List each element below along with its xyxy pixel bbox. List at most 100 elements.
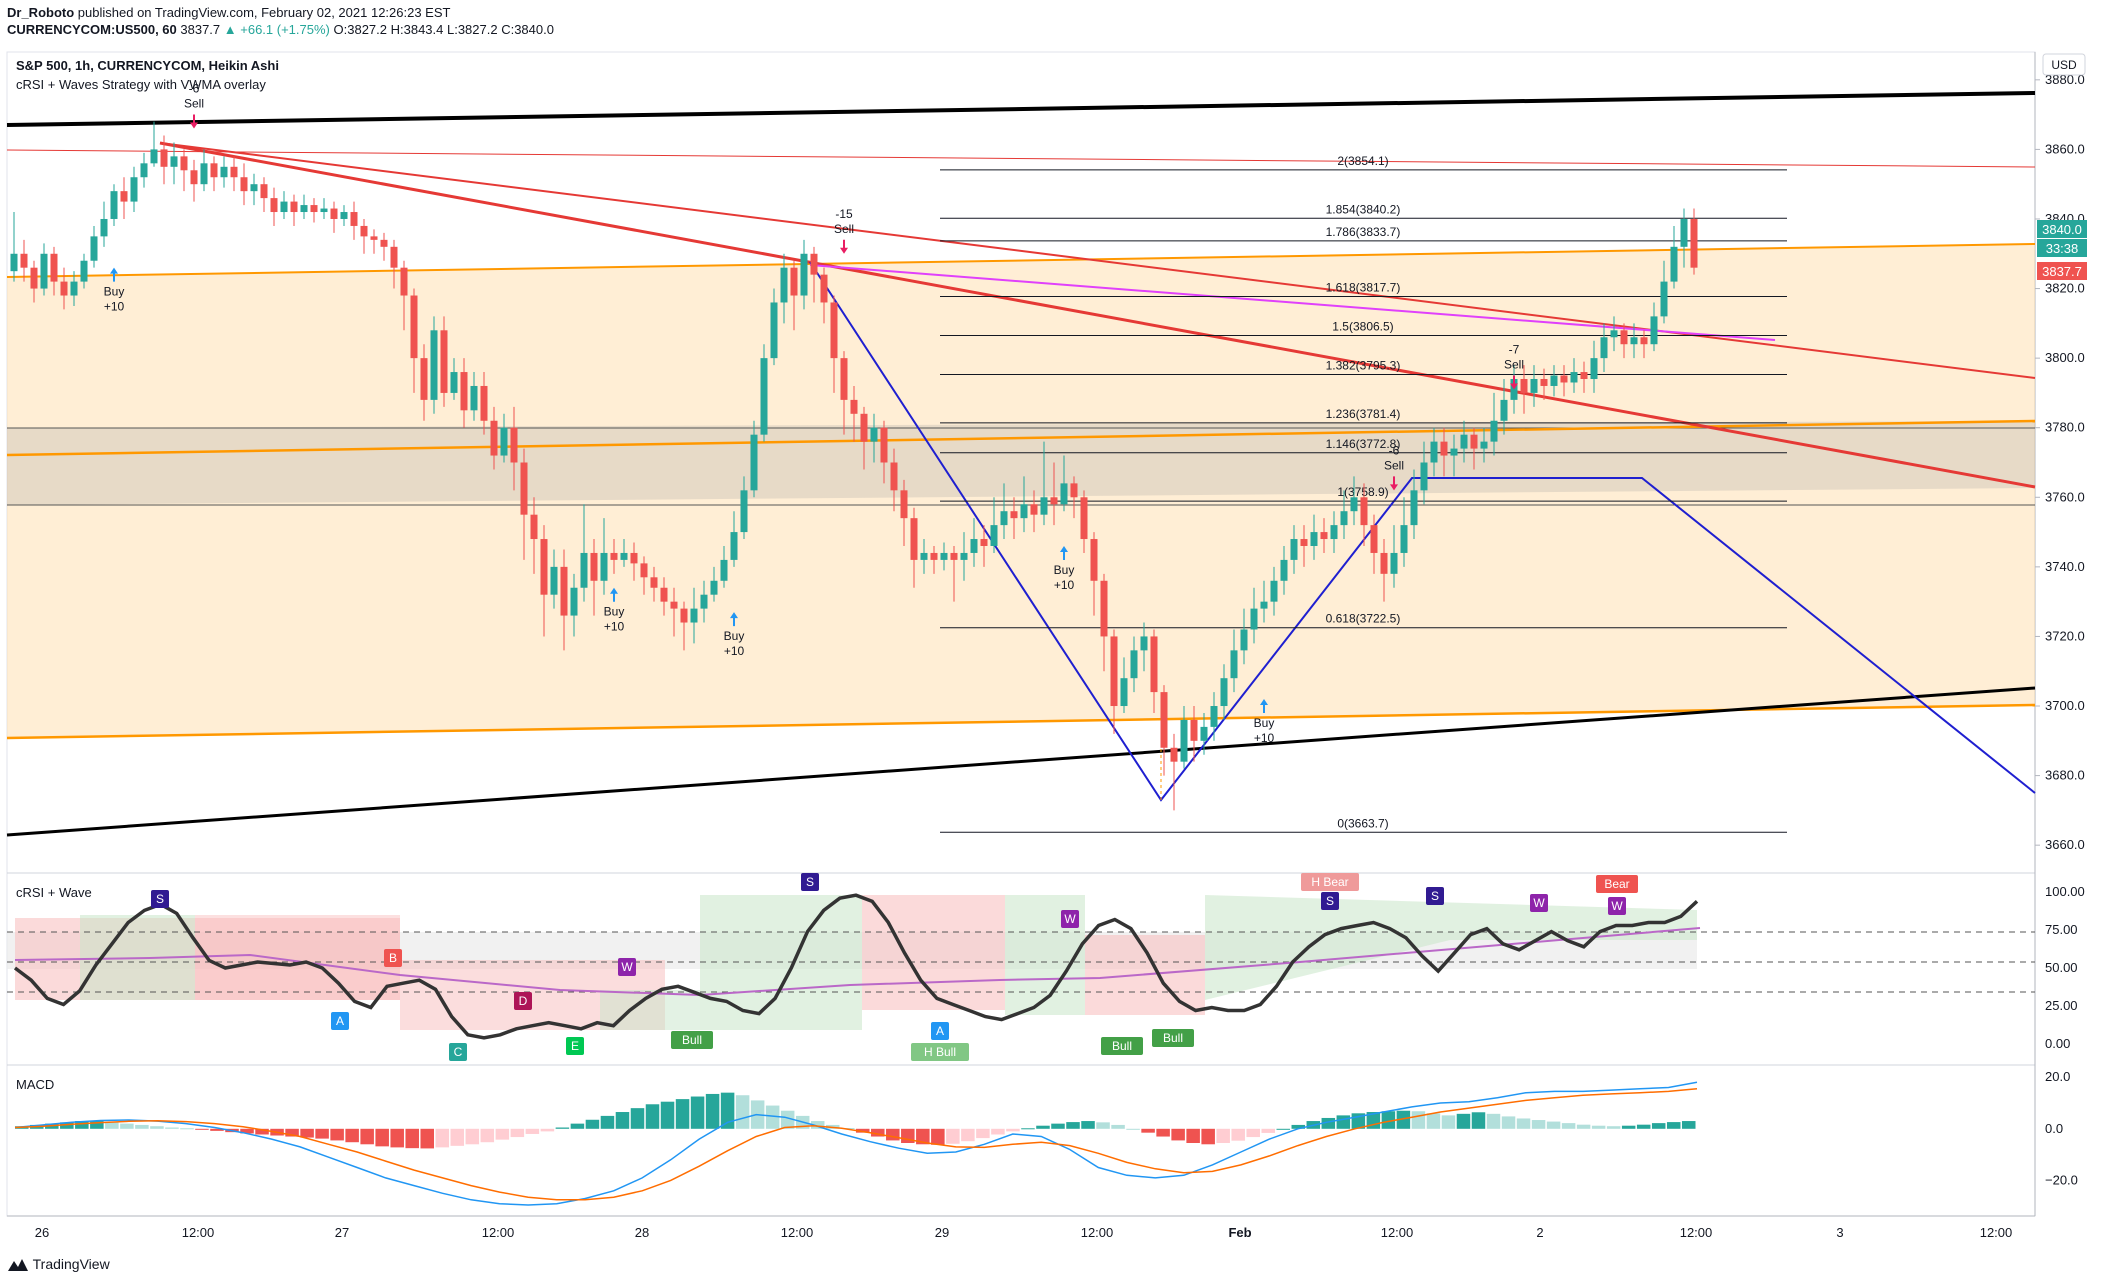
candle-body[interactable] (640, 563, 648, 578)
candle-body[interactable] (1500, 399, 1508, 421)
candle-body[interactable] (650, 577, 658, 588)
candle-body[interactable] (460, 372, 468, 411)
candle-body[interactable] (1410, 490, 1418, 526)
candle-body[interactable] (590, 552, 598, 581)
candle-body[interactable] (240, 177, 248, 192)
candle-body[interactable] (1180, 719, 1188, 762)
candle-body[interactable] (120, 191, 128, 202)
candle-body[interactable] (290, 201, 298, 213)
candle-body[interactable] (700, 594, 708, 609)
crsi-pane-title[interactable]: cRSI + Wave (16, 885, 92, 900)
candle-body[interactable] (70, 281, 78, 296)
candle-body[interactable] (1620, 330, 1628, 345)
candle-body[interactable] (690, 608, 698, 623)
candle-body[interactable] (1350, 497, 1358, 512)
candle-body[interactable] (1450, 448, 1458, 456)
candle-body[interactable] (1320, 532, 1328, 540)
candle-body[interactable] (50, 253, 58, 282)
candle-body[interactable] (270, 198, 278, 213)
candle-body[interactable] (1100, 580, 1108, 637)
candle-body[interactable] (880, 427, 888, 463)
candle-body[interactable] (520, 462, 528, 515)
candle-body[interactable] (260, 184, 268, 199)
candle-body[interactable] (1260, 601, 1268, 609)
candle-body[interactable] (60, 281, 68, 296)
main-pane[interactable]: 2(3854.1) 1.854(3840.2) 1.786(3833.7) 1.618… (6, 82, 2036, 837)
candle-body[interactable] (380, 239, 388, 247)
macd-pane[interactable]: MACD (14, 1077, 1698, 1206)
candle-body[interactable] (1090, 539, 1098, 581)
candle-body[interactable] (1540, 379, 1548, 386)
candle-body[interactable] (950, 552, 958, 560)
red-trend-thick[interactable] (159, 141, 2036, 489)
candle-body[interactable] (560, 566, 568, 616)
candle-body[interactable] (840, 358, 848, 400)
candle-body[interactable] (1370, 525, 1378, 553)
candle-body[interactable] (810, 253, 818, 275)
candle-body[interactable] (1000, 511, 1008, 526)
candle-body[interactable] (1530, 379, 1538, 393)
candle-body[interactable] (1640, 337, 1648, 345)
candle-body[interactable] (1430, 441, 1438, 463)
candle-body[interactable] (1270, 580, 1278, 602)
candle-body[interactable] (180, 156, 188, 171)
candle-body[interactable] (1050, 497, 1058, 505)
red-thin-line[interactable] (6, 149, 2036, 168)
candle-body[interactable] (100, 218, 108, 237)
price-axis[interactable]: 3660.0 3680.0 3700.0 3720.0 3740.0 3760.0 3780… (2035, 72, 2085, 852)
candle-body[interactable] (980, 539, 988, 546)
candle-body[interactable] (110, 191, 118, 219)
candle-body[interactable] (790, 267, 798, 296)
candle-body[interactable] (1130, 650, 1138, 679)
candle-body[interactable] (830, 302, 838, 359)
candle-body[interactable] (150, 149, 158, 164)
candle-body[interactable] (570, 587, 578, 616)
candle-body[interactable] (1610, 330, 1618, 338)
black-trend-top[interactable] (6, 91, 2036, 127)
candle-body[interactable] (1550, 375, 1558, 386)
candle-body[interactable] (360, 225, 368, 237)
candle-body[interactable] (1560, 375, 1568, 383)
candle-body[interactable] (1670, 246, 1678, 282)
candle-body[interactable] (680, 608, 688, 623)
candle-body[interactable] (1310, 532, 1318, 546)
candle-body[interactable] (870, 427, 878, 442)
candle-body[interactable] (940, 552, 948, 560)
candle-body[interactable] (1390, 552, 1398, 574)
candle-body[interactable] (320, 208, 328, 213)
candle-body[interactable] (220, 166, 228, 178)
candle-body[interactable] (280, 201, 288, 213)
candle-body[interactable] (1040, 497, 1048, 515)
tradingview-footer[interactable]: TradingView (7, 1256, 110, 1272)
candle-body[interactable] (1280, 559, 1288, 581)
candle-body[interactable] (1330, 525, 1338, 540)
candle-body[interactable] (1150, 636, 1158, 693)
candle-body[interactable] (450, 372, 458, 393)
candle-body[interactable] (920, 552, 928, 560)
candle-body[interactable] (1470, 434, 1478, 449)
candle-body[interactable] (1570, 372, 1578, 383)
candle-body[interactable] (1420, 462, 1428, 491)
candle-body[interactable] (580, 552, 588, 588)
candle-body[interactable] (400, 267, 408, 296)
candle-body[interactable] (1190, 719, 1198, 741)
candle-body[interactable] (420, 358, 428, 400)
candle-body[interactable] (1520, 379, 1528, 393)
candle-body[interactable] (430, 330, 438, 400)
candle-body[interactable] (890, 462, 898, 491)
candle-body[interactable] (1380, 552, 1388, 574)
candle-body[interactable] (490, 420, 498, 456)
candle-body[interactable] (990, 525, 998, 546)
candle-body[interactable] (780, 267, 788, 303)
candle-body[interactable] (1110, 636, 1118, 707)
candle-body[interactable] (1630, 337, 1638, 345)
macd-axis[interactable]: −20.0 0.0 20.0 (2045, 1069, 2078, 1187)
candle-body[interactable] (1490, 420, 1498, 442)
candle-body[interactable] (1690, 218, 1698, 268)
candle-body[interactable] (130, 177, 138, 202)
candle-body[interactable] (1230, 650, 1238, 679)
candle-body[interactable] (1650, 316, 1658, 345)
candle-body[interactable] (530, 514, 538, 540)
black-trend-bottom[interactable] (6, 686, 2036, 837)
candle-body[interactable] (370, 236, 378, 240)
